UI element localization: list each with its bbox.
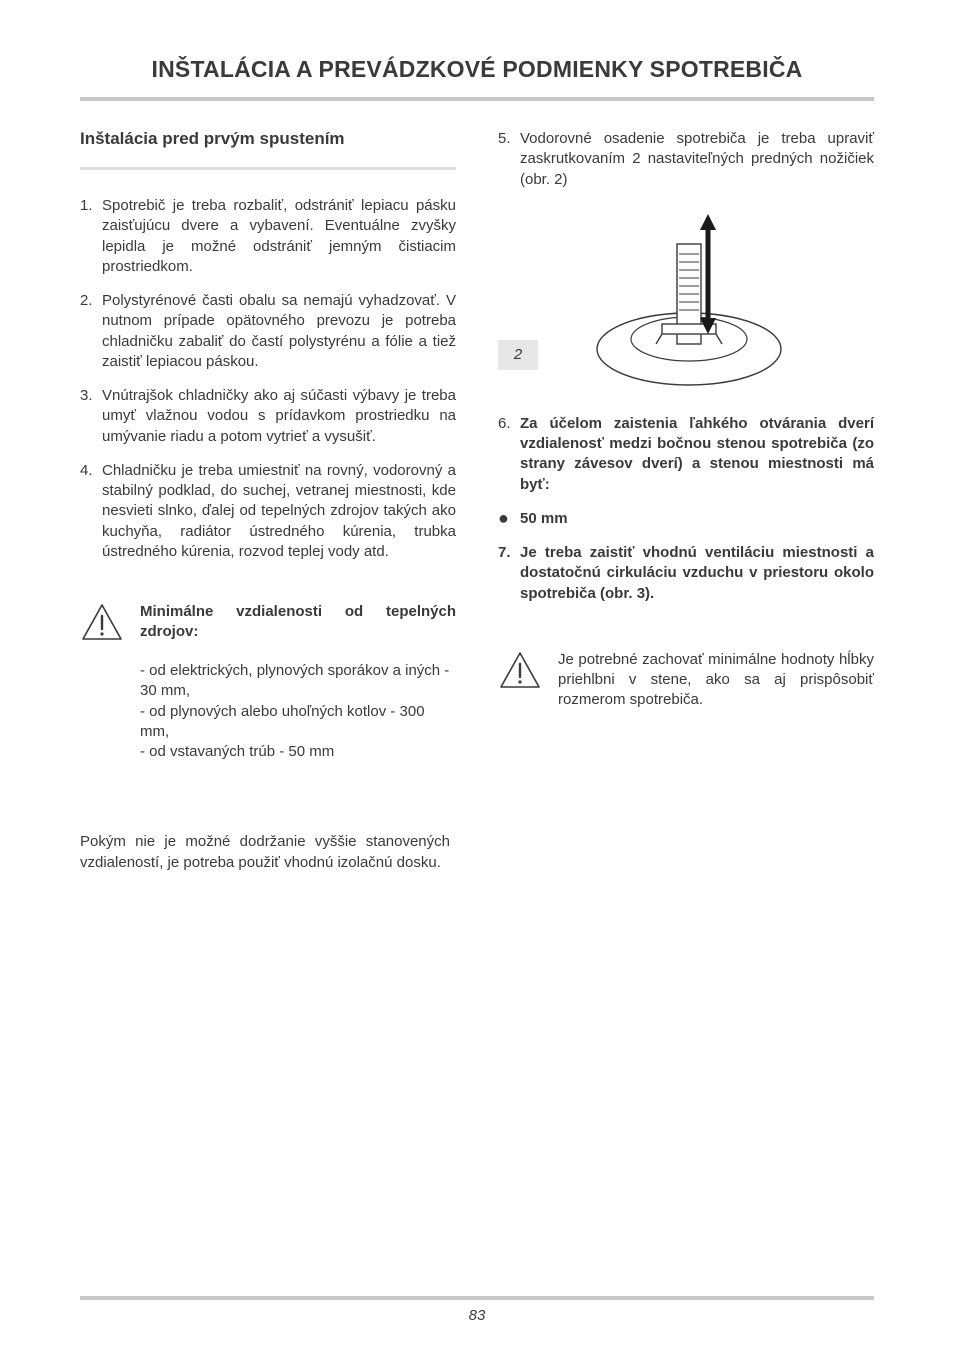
list-item: 4. Chladničku je treba umiestniť na rovn… (80, 461, 456, 562)
list-item: 5. Vodorovné osadenie spotrebiča je treb… (498, 129, 874, 190)
distance-item: - od vstavaných trúb - 50 mm (140, 742, 456, 762)
install-steps-list: 1. Spotrebič je treba rozbaliť, odstráni… (80, 196, 456, 562)
list-number: 7. (498, 543, 520, 604)
list-number: 4. (80, 461, 102, 562)
list-item: 3. Vnútrajšok chladničky ako aj súčasti … (80, 386, 456, 447)
list-text: Vodorovné osadenie spotrebiča je treba u… (520, 129, 874, 190)
sub-rule (80, 167, 456, 170)
list-item: 2. Polystyrénové časti obalu sa nemajú v… (80, 291, 456, 372)
list-item: 7. Je treba zaistiť vhodnú ventiláciu mi… (498, 543, 874, 604)
closing-paragraph: Pokým nie je možné dodržanie vyššie stan… (80, 832, 450, 873)
title-rule (80, 97, 874, 101)
page-number: 83 (0, 1307, 954, 1324)
list-number: 3. (80, 386, 102, 447)
list-text: Polystyrénové časti obalu sa nemajú vyha… (102, 291, 456, 372)
list-text: Vnútrajšok chladničky ako aj súčasti výb… (102, 386, 456, 447)
warning-block: Je potrebné zachovať minimálne hodnoty h… (498, 650, 874, 711)
list-number: 2. (80, 291, 102, 372)
distance-item: - od elektrických, plynových sporákov a … (140, 661, 456, 702)
figure-2: 2 (498, 204, 874, 394)
warning-triangle-icon (498, 650, 542, 695)
list-item: 6. Za účelom zaistenia ľahkého otvárania… (498, 414, 874, 495)
list-number: 5. (498, 129, 520, 190)
list-text-bold: Za účelom zaistenia ľahkého otvárania dv… (520, 414, 874, 495)
list-text: Spotrebič je treba rozbaliť, odstrániť l… (102, 196, 456, 277)
list-number: 6. (498, 414, 520, 495)
section-heading: Inštalácia pred prvým spustením (80, 129, 456, 149)
distance-list: - od elektrických, plynových sporákov a … (140, 661, 456, 762)
list-text: Chladničku je treba umiestniť na rovný, … (102, 461, 456, 562)
right-column: 5. Vodorovné osadenie spotrebiča je treb… (498, 129, 874, 873)
list-item: 1. Spotrebič je treba rozbaliť, odstráni… (80, 196, 456, 277)
page: INŠTALÁCIA A PREVÁDZKOVÉ PODMIENKY SPOTR… (0, 0, 954, 1354)
bullet-text: 50 mm (520, 509, 874, 529)
page-title: INŠTALÁCIA A PREVÁDZKOVÉ PODMIENKY SPOTR… (80, 56, 874, 83)
list-number: 1. (80, 196, 102, 277)
figure-number-badge: 2 (498, 340, 538, 370)
two-column-layout: Inštalácia pred prvým spustením 1. Spotr… (80, 129, 874, 873)
warning-text: Je potrebné zachovať minimálne hodnoty h… (558, 650, 874, 711)
footer-rule (80, 1296, 874, 1300)
warning-triangle-icon (80, 602, 124, 647)
bullet-item: ● 50 mm (498, 509, 874, 529)
bullet-dot-icon: ● (498, 509, 520, 529)
warning-title: Minimálne vzdialenosti od tepelných zdro… (140, 602, 456, 643)
distance-item: - od plynových alebo uhoľných kotlov - 3… (140, 702, 456, 743)
list-text-bold: Je treba zaistiť vhodnú ventiláciu miest… (520, 543, 874, 604)
left-column: Inštalácia pred prvým spustením 1. Spotr… (80, 129, 456, 873)
warning-block: Minimálne vzdialenosti od tepelných zdro… (80, 602, 456, 647)
adjustable-foot-icon (584, 204, 794, 399)
